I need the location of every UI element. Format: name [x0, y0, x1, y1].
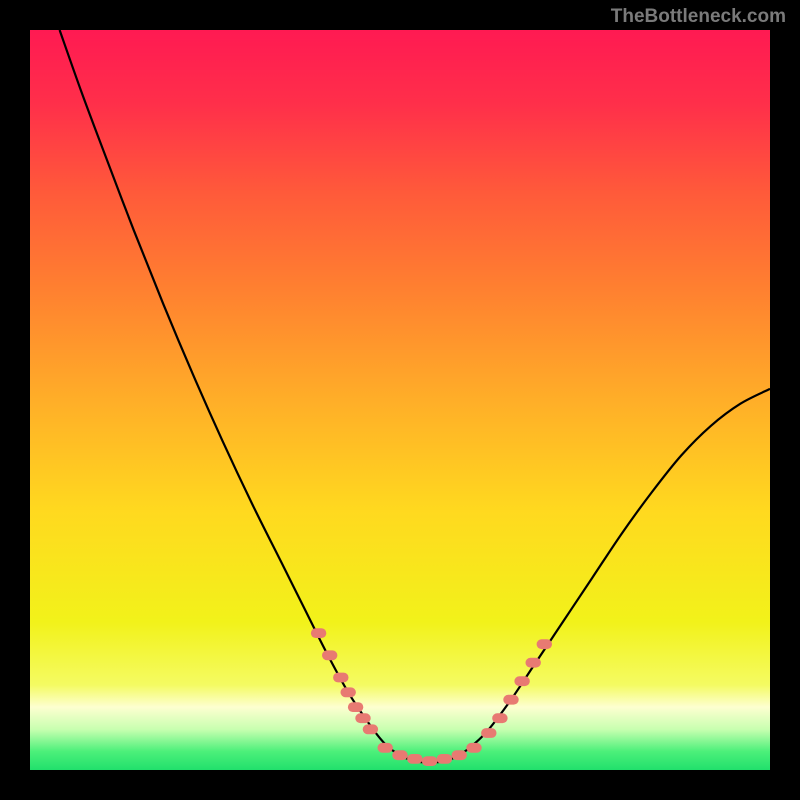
curve-marker — [348, 702, 363, 712]
curve-marker — [514, 676, 529, 686]
curve-marker — [452, 750, 467, 760]
curve-marker — [437, 754, 452, 764]
curve-marker — [363, 724, 378, 734]
curve-marker — [378, 743, 393, 753]
curve-marker — [537, 639, 552, 649]
curve-marker — [407, 754, 422, 764]
watermark-text: TheBottleneck.com — [611, 6, 786, 28]
curve-marker — [422, 756, 437, 766]
curve-marker — [481, 728, 496, 738]
chart-frame: TheBottleneck.com — [0, 0, 800, 800]
curve-marker — [526, 658, 541, 668]
curve-marker — [466, 743, 481, 753]
curve-marker — [333, 673, 348, 683]
curve-marker — [322, 650, 337, 660]
curve-marker — [392, 750, 407, 760]
curve-marker — [503, 695, 518, 705]
curve-marker — [355, 713, 370, 723]
curve-marker — [311, 628, 326, 638]
curve-marker — [492, 713, 507, 723]
curve-marker — [341, 687, 356, 697]
bottleneck-curve-chart — [0, 0, 800, 800]
chart-plot-background — [30, 30, 770, 770]
